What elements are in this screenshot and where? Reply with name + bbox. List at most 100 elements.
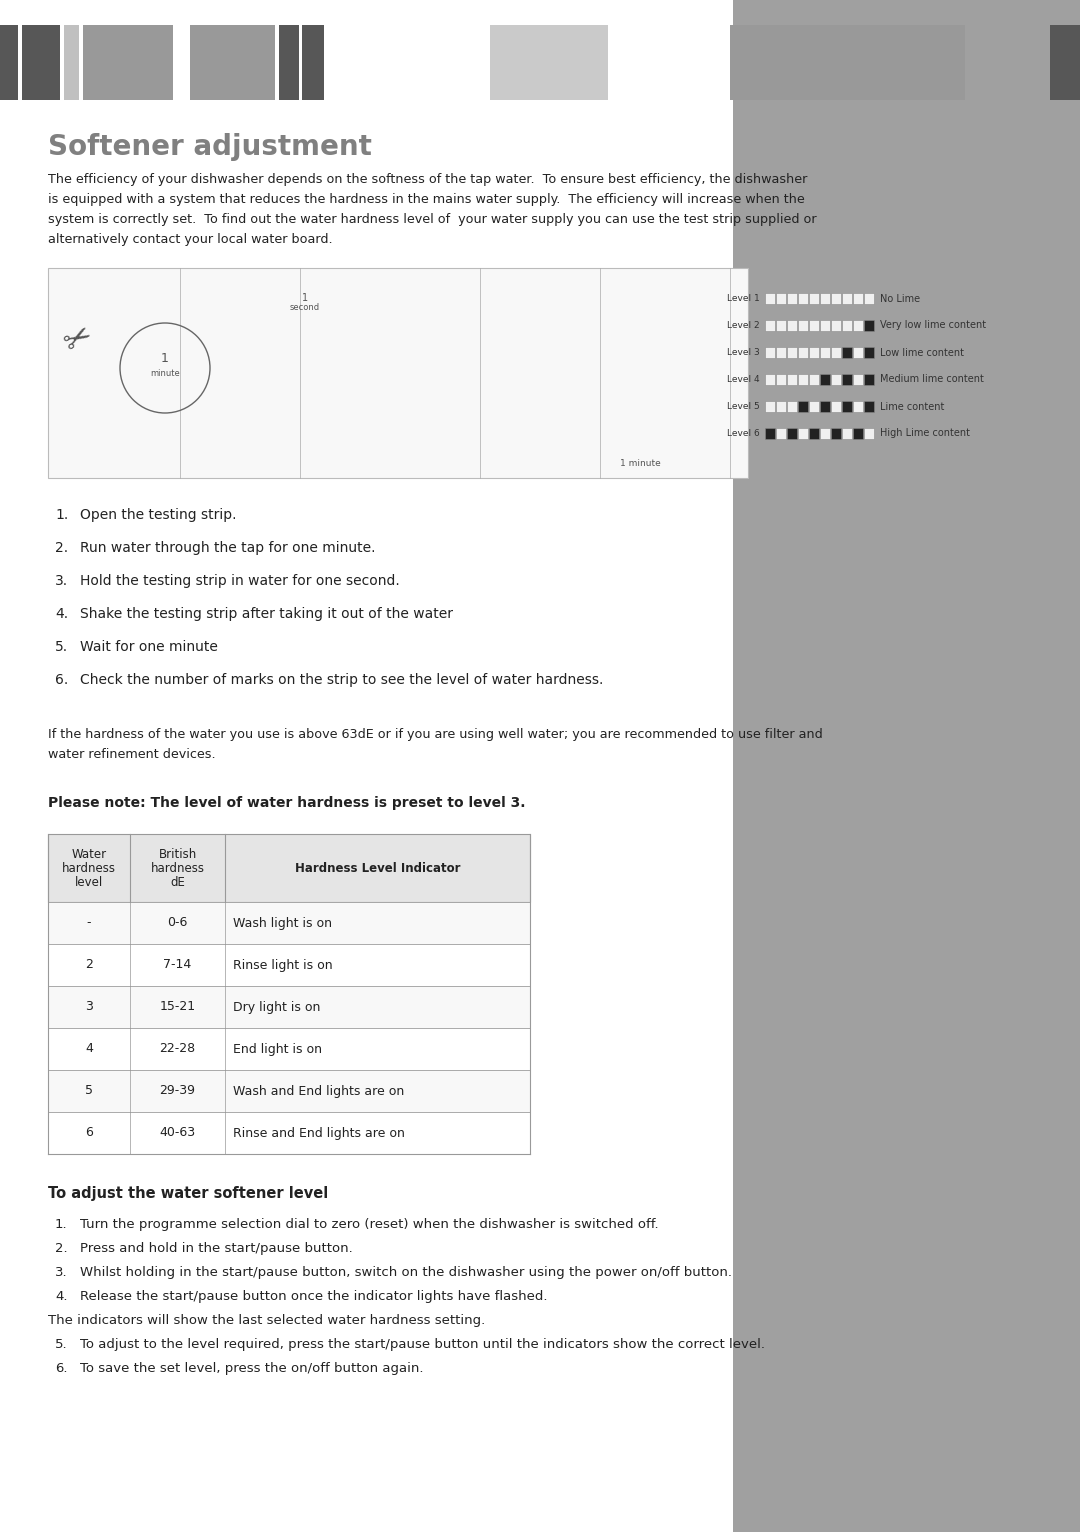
Text: 1: 1 [302, 293, 308, 303]
Text: Shake the testing strip after taking it out of the water: Shake the testing strip after taking it … [80, 607, 453, 620]
Text: Release the start/pause button once the indicator lights have flashed.: Release the start/pause button once the … [80, 1290, 548, 1304]
Text: Low lime content: Low lime content [880, 348, 964, 357]
Text: 1.: 1. [55, 509, 68, 522]
Text: Very low lime content: Very low lime content [880, 320, 986, 331]
Bar [22, 25, 60, 100]
Bar [733, 0, 1080, 1532]
Bar [765, 348, 775, 358]
Bar [820, 348, 831, 358]
Text: 1.: 1. [55, 1218, 68, 1232]
Bar [864, 427, 874, 440]
Bar [864, 293, 874, 303]
Text: 3.: 3. [55, 1265, 68, 1279]
Text: Softener adjustment: Softener adjustment [48, 133, 372, 161]
Bar [765, 293, 775, 303]
Bar [798, 374, 808, 385]
Bar [0, 25, 18, 100]
Bar [48, 902, 530, 944]
Text: 5.: 5. [55, 1337, 68, 1351]
Bar [490, 25, 608, 100]
Text: Whilst holding in the start/pause button, switch on the dishwasher using the pow: Whilst holding in the start/pause button… [80, 1265, 732, 1279]
Bar [820, 320, 831, 331]
Bar [842, 293, 852, 303]
Bar [809, 427, 819, 440]
Text: 6: 6 [85, 1126, 93, 1140]
Text: Wash and End lights are on: Wash and End lights are on [233, 1085, 404, 1097]
Text: Water: Water [71, 847, 107, 861]
Bar [765, 320, 775, 331]
Text: 2: 2 [85, 959, 93, 971]
Text: Hold the testing strip in water for one second.: Hold the testing strip in water for one … [80, 574, 400, 588]
Text: 6.: 6. [55, 1362, 67, 1376]
Bar [787, 374, 797, 385]
Text: 1 minute: 1 minute [620, 458, 660, 467]
Text: dE: dE [170, 875, 185, 889]
Text: level: level [75, 875, 103, 889]
Text: alternatively contact your local water board.: alternatively contact your local water b… [48, 233, 333, 247]
Bar [853, 374, 863, 385]
Bar [864, 348, 874, 358]
Text: 40-63: 40-63 [160, 1126, 195, 1140]
Bar [0, 0, 733, 1532]
Text: Press and hold in the start/pause button.: Press and hold in the start/pause button… [80, 1242, 353, 1255]
Bar [853, 401, 863, 412]
Bar [787, 401, 797, 412]
Bar [831, 427, 841, 440]
Text: minute: minute [150, 369, 180, 378]
Bar [864, 374, 874, 385]
Text: 29-39: 29-39 [160, 1085, 195, 1097]
Bar [48, 1028, 530, 1069]
Text: Open the testing strip.: Open the testing strip. [80, 509, 237, 522]
Bar [83, 25, 173, 100]
Bar [302, 25, 324, 100]
Bar [798, 401, 808, 412]
Bar [864, 320, 874, 331]
Bar [1050, 25, 1080, 100]
Text: Medium lime content: Medium lime content [880, 374, 984, 385]
Bar [777, 427, 786, 440]
Bar [730, 25, 966, 100]
Bar [842, 401, 852, 412]
Bar [765, 374, 775, 385]
Bar [831, 320, 841, 331]
Bar [798, 320, 808, 331]
Bar [48, 1112, 530, 1154]
Bar [809, 320, 819, 331]
Text: 4.: 4. [55, 607, 68, 620]
Text: The efficiency of your dishwasher depends on the softness of the tap water.  To : The efficiency of your dishwasher depend… [48, 173, 808, 185]
Bar [48, 944, 530, 987]
Text: 2.: 2. [55, 541, 68, 555]
Text: 0-6: 0-6 [167, 916, 188, 930]
Bar [820, 374, 831, 385]
Bar [777, 320, 786, 331]
Bar [809, 348, 819, 358]
Text: 4.: 4. [55, 1290, 67, 1304]
Bar [777, 401, 786, 412]
Text: Lime content: Lime content [880, 401, 944, 412]
Text: 3.: 3. [55, 574, 68, 588]
Bar [842, 348, 852, 358]
Bar [798, 427, 808, 440]
Bar [787, 427, 797, 440]
Text: 15-21: 15-21 [160, 1000, 195, 1014]
Bar [831, 374, 841, 385]
Text: is equipped with a system that reduces the hardness in the mains water supply.  : is equipped with a system that reduces t… [48, 193, 805, 205]
Text: If the hardness of the water you use is above 63dE or if you are using well wate: If the hardness of the water you use is … [48, 728, 823, 741]
Text: To adjust to the level required, press the start/pause button until the indicato: To adjust to the level required, press t… [80, 1337, 765, 1351]
Text: No Lime: No Lime [880, 294, 920, 303]
Text: The indicators will show the last selected water hardness setting.: The indicators will show the last select… [48, 1314, 485, 1327]
Bar [48, 987, 530, 1028]
Text: ✂: ✂ [57, 319, 98, 360]
Bar [853, 348, 863, 358]
Text: 5: 5 [85, 1085, 93, 1097]
Bar [842, 374, 852, 385]
Text: Rinse and End lights are on: Rinse and End lights are on [233, 1126, 405, 1140]
Bar [809, 401, 819, 412]
Bar [798, 348, 808, 358]
Text: system is correctly set.  To find out the water hardness level of  your water su: system is correctly set. To find out the… [48, 213, 816, 227]
Bar [853, 320, 863, 331]
Text: Wait for one minute: Wait for one minute [80, 640, 218, 654]
Bar [64, 25, 79, 100]
Text: Level 1: Level 1 [727, 294, 760, 303]
Bar [853, 427, 863, 440]
